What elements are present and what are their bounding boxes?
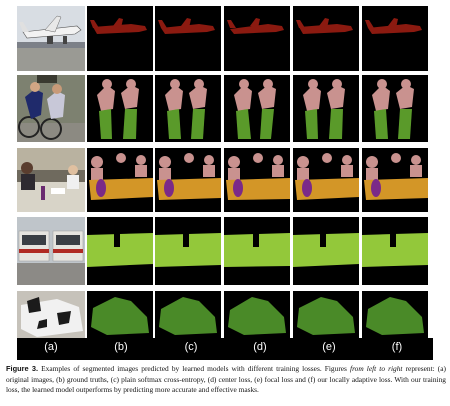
mask-dining-table-f xyxy=(362,148,428,212)
mask-train-c xyxy=(155,217,221,285)
mask-dining-table-c xyxy=(155,148,221,212)
photo-airplane xyxy=(17,6,85,71)
mask-train-f xyxy=(362,217,428,285)
column-label-b: (b) xyxy=(114,341,128,353)
segmentation-figure xyxy=(17,6,433,338)
photo-cyclists xyxy=(17,75,85,142)
column-label-f: (f) xyxy=(391,341,403,353)
mask-cyclists-d xyxy=(224,75,290,142)
mask-cyclists-f xyxy=(362,75,428,142)
column-label-c: (c) xyxy=(184,341,198,353)
photo-train xyxy=(17,217,85,285)
column-label-d: (d) xyxy=(253,341,267,353)
photo-dining-table xyxy=(17,148,85,212)
mask-airplane-c xyxy=(155,6,221,71)
mask-cow-f xyxy=(362,291,428,338)
mask-dining-table-d xyxy=(224,148,290,212)
caption-text-start: Examples of segmented images predicted b… xyxy=(41,364,351,373)
mask-dining-table-e xyxy=(293,148,359,212)
mask-airplane-e xyxy=(293,6,359,71)
mask-dining-table-b xyxy=(87,148,153,212)
mask-cyclists-e xyxy=(293,75,359,142)
caption-label: Figure 3. xyxy=(6,364,39,373)
caption-italic: from left to right xyxy=(350,364,403,373)
figure-caption: Figure 3. Examples of segmented images p… xyxy=(6,364,446,396)
column-label-bar: (a) (b) (c) (d) (e) (f) xyxy=(17,338,433,360)
mask-airplane-d xyxy=(224,6,290,71)
mask-cyclists-c xyxy=(155,75,221,142)
caption-text-end: represent: (a) original images, (b) grou… xyxy=(6,364,446,394)
mask-cow-b xyxy=(87,291,153,338)
column-label-e: (e) xyxy=(322,341,336,353)
mask-airplane-f xyxy=(362,6,428,71)
mask-cow-e xyxy=(293,291,359,338)
column-label-a: (a) xyxy=(44,341,58,353)
photo-cow xyxy=(17,291,85,338)
mask-airplane-b xyxy=(87,6,153,71)
mask-train-e xyxy=(293,217,359,285)
mask-cow-d xyxy=(224,291,290,338)
mask-cow-c xyxy=(155,291,221,338)
mask-cyclists-b xyxy=(87,75,153,142)
mask-train-d xyxy=(224,217,290,285)
mask-train-b xyxy=(87,217,153,285)
